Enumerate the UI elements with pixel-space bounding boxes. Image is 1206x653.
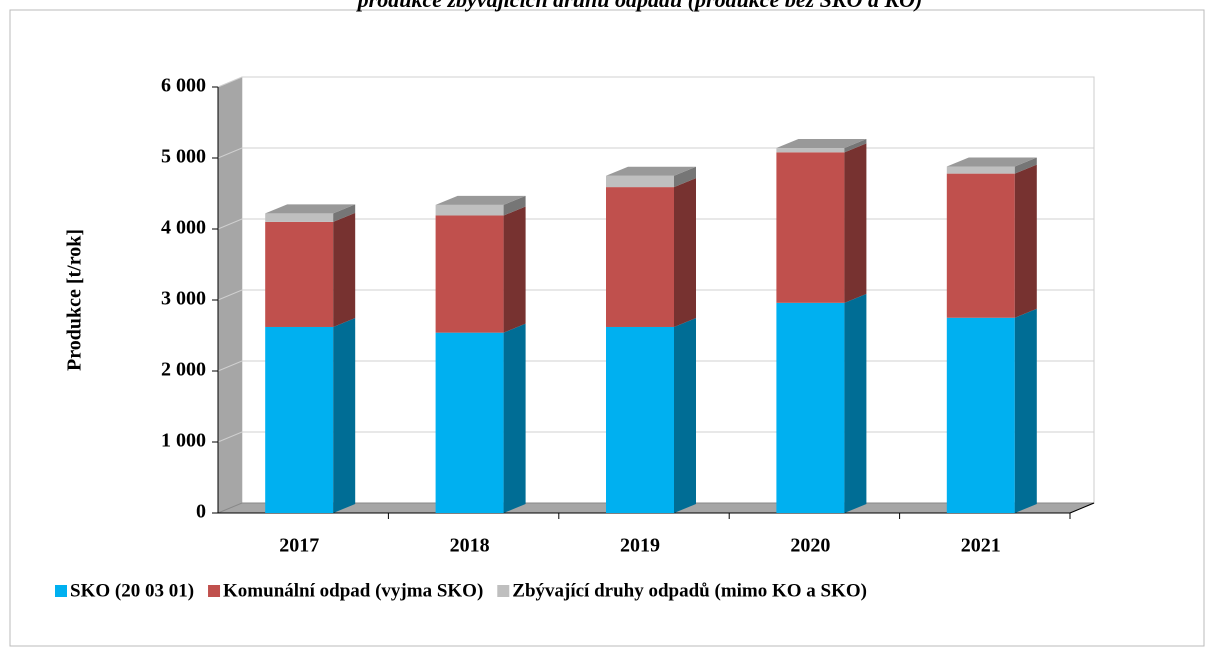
grid-line: [217, 76, 1094, 88]
y-tick-label: 1 000: [161, 430, 206, 452]
y-tick-label: 0: [196, 501, 206, 523]
bar: [776, 152, 845, 303]
bar-top: [776, 139, 867, 149]
bar: [265, 221, 334, 327]
legend-swatch: [208, 585, 221, 597]
bar-side: [503, 323, 526, 513]
bar: [435, 215, 504, 333]
bar-side: [1014, 164, 1037, 318]
chart-title: produkce zbývajících druhů odpadů (produ…: [356, 0, 923, 12]
y-tick-label: 3 000: [161, 288, 206, 310]
bar-side: [844, 143, 867, 303]
bar-side: [844, 293, 867, 513]
x-tick-label: 2021: [961, 535, 1001, 557]
bar-side: [674, 178, 696, 327]
bar-side: [333, 204, 356, 222]
bar: [606, 326, 674, 513]
legend-swatch: [55, 585, 67, 597]
legend-label: SKO (20 03 01): [70, 580, 194, 601]
x-axis-depth: [1069, 502, 1095, 514]
y-tick-label: 6 000: [161, 75, 206, 97]
bar: [606, 187, 674, 327]
legend-label: Zbývající druhy odpadů (mimo KO a SKO): [512, 580, 867, 601]
bar-top: [946, 157, 1037, 167]
y-tick-label: 4 000: [161, 217, 206, 239]
bar: [776, 302, 845, 513]
x-tick-label: 2017: [279, 535, 319, 557]
y-tick-label: 5 000: [161, 146, 206, 168]
y-tick-label: 2 000: [161, 359, 206, 381]
bar: [776, 148, 845, 153]
bar-side: [503, 206, 526, 333]
bar: [946, 317, 1015, 513]
bar-side: [333, 212, 356, 327]
bar-top: [265, 204, 356, 214]
bar: [435, 332, 504, 513]
bar: [946, 173, 1015, 318]
x-tick-label: 2019: [620, 535, 660, 557]
bar-top: [435, 195, 526, 205]
x-tick-label: 2020: [790, 535, 830, 557]
bar-side: [503, 195, 526, 216]
legend-label: Komunální odpad (vyjma SKO): [223, 580, 483, 601]
x-tick-label: 2018: [450, 535, 490, 557]
bar-side: [674, 317, 696, 513]
bar-side: [333, 317, 356, 513]
y-axis-label: Produkce [t/rok]: [64, 229, 86, 371]
bar-side: [1014, 308, 1037, 513]
bar: [265, 326, 334, 513]
bar-side: [844, 139, 867, 153]
bar: [265, 213, 334, 222]
bar-side: [1014, 157, 1037, 174]
chart-border: [9, 9, 1205, 647]
bar-side: [674, 166, 696, 188]
bar: [435, 204, 504, 216]
bar: [606, 175, 674, 188]
bar-top: [606, 166, 696, 176]
legend-swatch: [497, 585, 510, 597]
bar: [946, 166, 1015, 174]
